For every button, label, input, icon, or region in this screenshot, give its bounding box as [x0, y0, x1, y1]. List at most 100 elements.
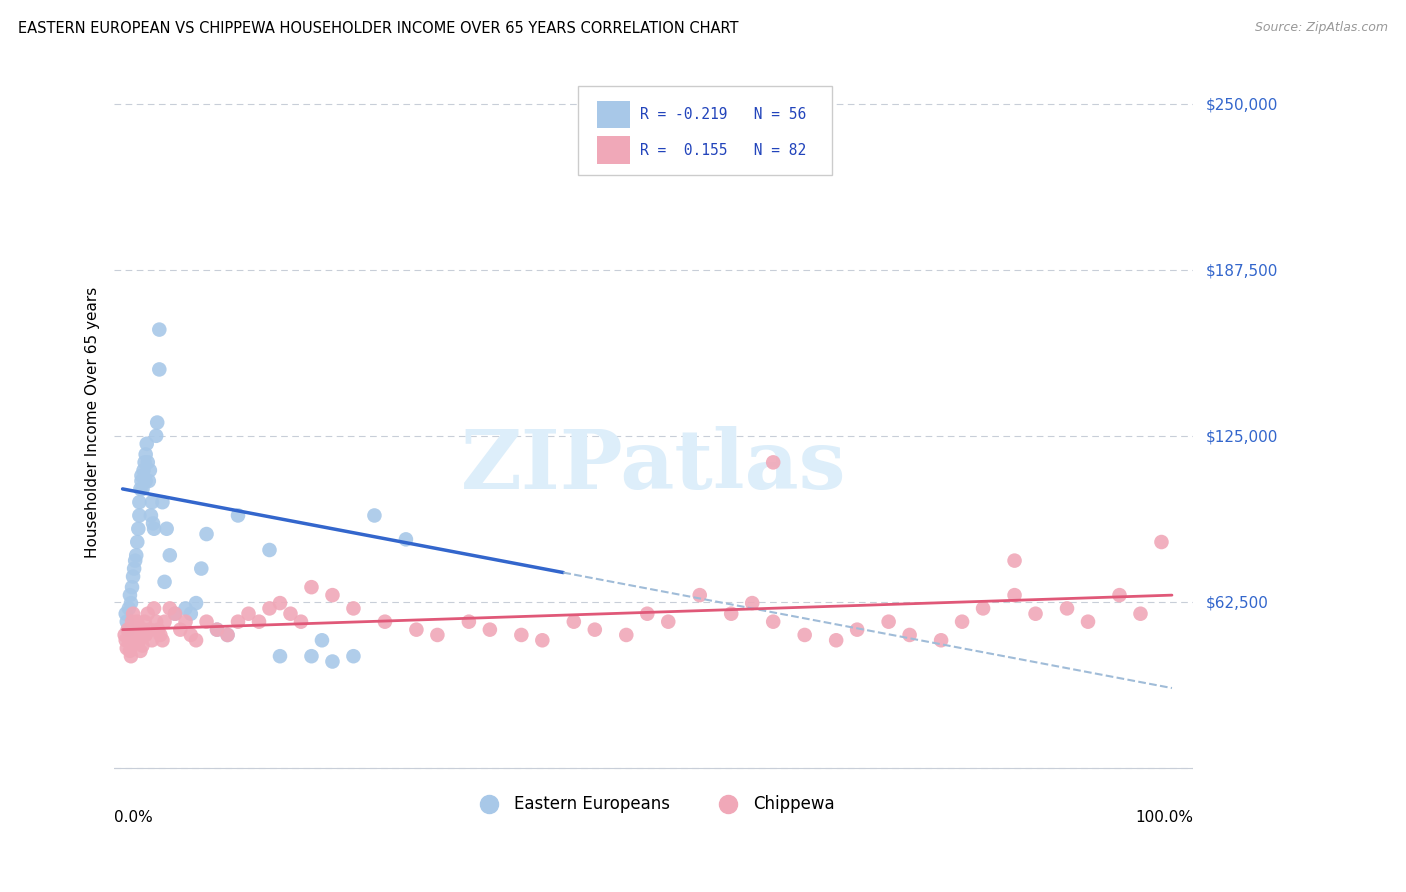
Point [217, 628, 239, 642]
Point [129, 644, 152, 658]
Point [128, 495, 150, 509]
Point [657, 615, 679, 629]
Point [247, 615, 270, 629]
Point [562, 615, 585, 629]
Point [1004, 553, 1026, 567]
Point [141, 495, 163, 509]
Point [128, 633, 150, 648]
Point [877, 615, 900, 629]
Point [153, 574, 176, 589]
Point [145, 615, 167, 629]
Point [259, 601, 281, 615]
Point [793, 628, 815, 642]
Point [342, 649, 364, 664]
Point [131, 468, 153, 483]
Point [259, 543, 281, 558]
Point [121, 580, 143, 594]
Point [122, 569, 145, 583]
Point [762, 455, 785, 469]
Point [301, 649, 323, 664]
Point [148, 362, 170, 376]
Point [153, 615, 176, 629]
Point [131, 628, 153, 642]
Point [846, 623, 869, 637]
Point [145, 429, 167, 443]
Point [132, 623, 155, 637]
Point [135, 628, 157, 642]
Point [131, 639, 153, 653]
Point [124, 553, 146, 567]
Point [124, 628, 146, 642]
Point [148, 323, 170, 337]
Text: R = -0.219   N = 56: R = -0.219 N = 56 [640, 107, 806, 121]
Point [146, 416, 169, 430]
Legend: Eastern Europeans, Chippewa: Eastern Europeans, Chippewa [465, 788, 842, 819]
Point [342, 601, 364, 615]
Point [762, 615, 785, 629]
Point [156, 522, 179, 536]
Point [1056, 601, 1078, 615]
Point [269, 596, 291, 610]
FancyBboxPatch shape [598, 101, 630, 128]
Point [139, 508, 162, 523]
Point [115, 641, 138, 656]
Point [195, 615, 218, 629]
Point [125, 549, 148, 563]
Point [720, 607, 742, 621]
Point [1129, 607, 1152, 621]
Point [129, 482, 152, 496]
Point [128, 508, 150, 523]
Point [238, 607, 260, 621]
Point [165, 607, 187, 621]
Point [138, 474, 160, 488]
Point [301, 580, 323, 594]
Point [478, 623, 501, 637]
Point [226, 615, 249, 629]
Point [122, 623, 145, 637]
Point [165, 607, 187, 621]
Point [363, 508, 385, 523]
Point [583, 623, 606, 637]
Point [127, 535, 149, 549]
Point [139, 623, 162, 637]
Point [321, 655, 343, 669]
Point [825, 633, 848, 648]
Point [118, 601, 141, 615]
Point [1108, 588, 1130, 602]
Point [510, 628, 533, 642]
Point [217, 628, 239, 642]
Point [180, 628, 202, 642]
Point [131, 474, 153, 488]
Point [152, 633, 174, 648]
Point [174, 615, 197, 629]
Point [122, 561, 145, 575]
Point [125, 633, 148, 648]
Point [139, 463, 162, 477]
Point [142, 516, 165, 531]
Point [143, 522, 166, 536]
Point [195, 527, 218, 541]
Point [280, 607, 302, 621]
Text: 0.0%: 0.0% [114, 810, 153, 825]
Point [118, 588, 141, 602]
Point [122, 607, 145, 621]
Point [149, 628, 172, 642]
Point [135, 474, 157, 488]
Point [136, 607, 159, 621]
Point [426, 628, 449, 642]
Point [374, 615, 396, 629]
Point [1004, 588, 1026, 602]
Point [929, 633, 952, 648]
Point [636, 607, 658, 621]
Text: ZIPatlas: ZIPatlas [461, 425, 846, 506]
Point [135, 437, 157, 451]
Point [531, 633, 554, 648]
Text: EASTERN EUROPEAN VS CHIPPEWA HOUSEHOLDER INCOME OVER 65 YEARS CORRELATION CHART: EASTERN EUROPEAN VS CHIPPEWA HOUSEHOLDER… [18, 21, 738, 36]
Point [134, 615, 156, 629]
Point [180, 607, 202, 621]
Point [950, 615, 973, 629]
Point [741, 596, 763, 610]
FancyBboxPatch shape [578, 86, 831, 175]
Point [614, 628, 637, 642]
Point [120, 596, 142, 610]
